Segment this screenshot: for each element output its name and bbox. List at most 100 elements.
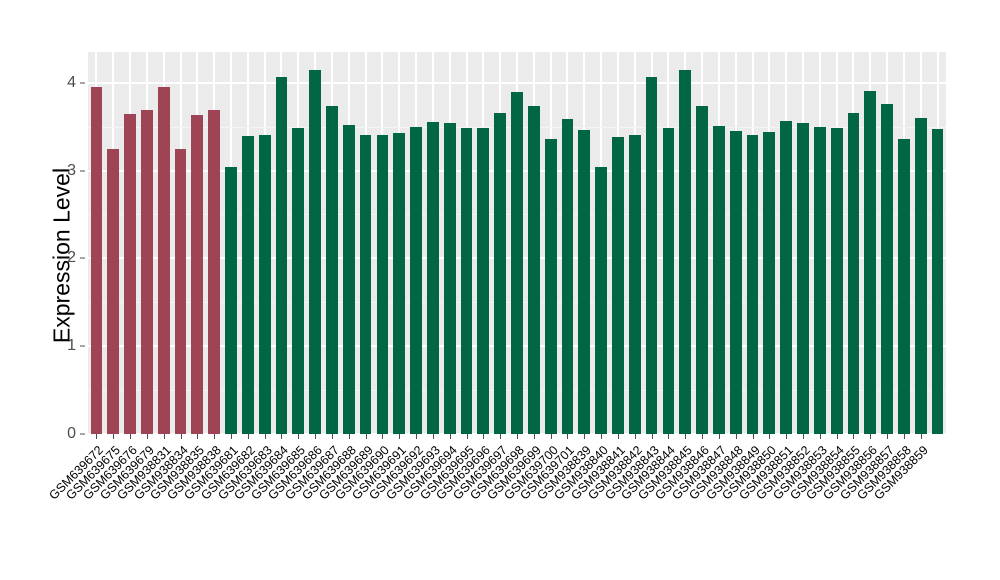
bar-series [88, 52, 946, 434]
bar [813, 126, 826, 434]
x-axis-tick-mark [180, 434, 182, 439]
bar [511, 91, 523, 434]
x-axis-tick-mark [601, 434, 603, 439]
x-axis-tick-mark [113, 434, 115, 439]
x-axis-tick-mark [348, 434, 350, 439]
bar [578, 130, 591, 434]
bar [477, 127, 490, 434]
x-axis-tick-mark [449, 434, 451, 439]
x-axis-tick-mark [718, 434, 720, 439]
bar [90, 87, 103, 434]
x-axis-tick-mark [281, 434, 283, 439]
x-axis-tick-mark [96, 434, 98, 439]
bar [645, 77, 658, 434]
bar [679, 69, 692, 434]
bar [864, 90, 877, 434]
bar [931, 129, 944, 434]
x-axis-tick-mark [617, 434, 619, 439]
x-axis-tick-mark [517, 434, 518, 439]
bar [342, 124, 355, 434]
bar [612, 137, 624, 434]
x-axis-tick-mark [533, 434, 535, 439]
bar [359, 134, 372, 434]
x-axis-tick-mark [651, 434, 653, 439]
bar [628, 134, 641, 434]
bar [157, 87, 170, 434]
bar [410, 126, 422, 434]
x-axis-tick-mark [331, 434, 333, 439]
x-axis-tick-mark [432, 434, 434, 439]
plot-panel [88, 52, 946, 434]
y-axis-tick-label: 1 [67, 337, 76, 355]
bar [662, 128, 675, 434]
y-axis-tick-mark [80, 433, 85, 435]
bar [595, 167, 607, 434]
y-axis-tick-mark [80, 82, 85, 84]
x-axis-tick-mark [584, 434, 586, 439]
x-axis-tick-mark [365, 434, 367, 439]
bar [696, 106, 708, 434]
bar [208, 109, 221, 434]
x-axis-tick-mark [466, 434, 468, 439]
x-axis-tick-mark [752, 434, 754, 439]
x-axis-tick-mark [500, 434, 502, 439]
x-axis-tick-mark [920, 434, 922, 439]
x-axis-tick-mark [382, 434, 384, 439]
x-axis-tick-mark [702, 434, 704, 439]
bar [225, 167, 237, 434]
bar [830, 127, 843, 434]
bar [326, 106, 338, 434]
bar [847, 112, 860, 434]
y-axis: 0 1 2 3 4 [0, 0, 88, 580]
bar [292, 128, 305, 434]
x-axis-tick-mark [735, 434, 737, 439]
x-axis-tick-mark [416, 434, 418, 439]
x-axis-tick-mark [399, 434, 401, 439]
bar [712, 125, 725, 434]
x-axis-tick-mark [836, 434, 838, 439]
x-axis-tick-mark [887, 434, 889, 439]
bar [797, 123, 809, 434]
x-axis-tick-mark [231, 434, 232, 439]
bar [191, 115, 204, 434]
x-axis-tick-mark [315, 434, 317, 439]
x-axis-tick-mark [214, 434, 216, 439]
x-axis-tick-mark [163, 434, 165, 439]
bar [460, 128, 473, 434]
bar [881, 103, 893, 434]
y-axis-tick-mark [80, 257, 85, 259]
bar [763, 131, 776, 434]
bar [393, 132, 406, 434]
x-axis-tick-mark [550, 434, 552, 439]
bar [258, 134, 271, 434]
y-axis-tick-label: 2 [67, 249, 76, 267]
bar [746, 135, 759, 434]
x-axis: GSM639672 GSM639675 GSM639676 GSM639679 GSM9… [47, 434, 946, 580]
bar [780, 121, 793, 434]
x-axis-tick-mark [146, 434, 148, 439]
x-axis-tick-mark [130, 434, 132, 439]
bar [914, 117, 927, 434]
gridline-major-horizontal [88, 81, 946, 84]
bar [107, 149, 120, 434]
y-axis-tick-label: 4 [67, 73, 76, 91]
y-axis-tick-label: 0 [67, 425, 76, 442]
x-axis-tick-mark [769, 434, 771, 439]
bar [544, 138, 557, 434]
y-axis-tick-label: 3 [67, 161, 76, 179]
bar [561, 118, 574, 434]
x-axis-tick-mark [634, 434, 636, 439]
bar [124, 114, 136, 434]
bar [443, 123, 456, 434]
bar [241, 136, 254, 434]
x-axis-tick-mark [298, 434, 300, 439]
bar [494, 112, 507, 434]
x-axis-tick-mark [786, 434, 788, 439]
x-axis-tick-mark [870, 434, 872, 439]
bar [729, 131, 742, 434]
x-axis-tick-mark [685, 434, 687, 439]
bar [275, 77, 288, 434]
x-axis-tick-mark [197, 434, 199, 439]
bar [376, 134, 389, 434]
